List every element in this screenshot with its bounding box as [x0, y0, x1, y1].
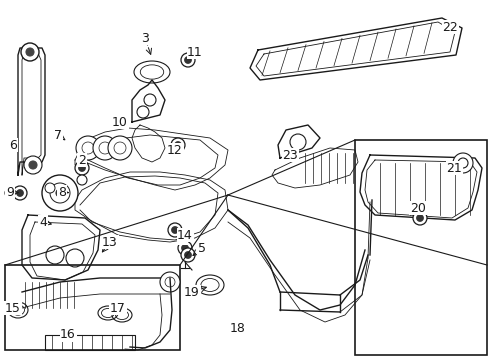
Circle shape: [26, 48, 34, 56]
Circle shape: [164, 277, 175, 287]
Text: 20: 20: [409, 202, 425, 215]
Circle shape: [143, 94, 156, 106]
Circle shape: [29, 161, 37, 169]
Circle shape: [5, 188, 15, 198]
Circle shape: [21, 43, 39, 61]
Circle shape: [24, 156, 42, 174]
Circle shape: [178, 241, 192, 255]
Circle shape: [412, 211, 426, 225]
Text: 18: 18: [229, 321, 245, 334]
Text: 23: 23: [282, 149, 297, 162]
Text: 10: 10: [112, 116, 128, 129]
Circle shape: [160, 272, 180, 292]
Text: 8: 8: [58, 185, 66, 198]
Circle shape: [181, 248, 195, 262]
Circle shape: [452, 153, 472, 173]
Text: 14: 14: [177, 229, 192, 242]
Circle shape: [50, 183, 70, 203]
Text: 21: 21: [445, 162, 461, 175]
Circle shape: [108, 136, 132, 160]
Circle shape: [457, 158, 467, 168]
Text: 7: 7: [54, 129, 62, 141]
Circle shape: [76, 136, 100, 160]
Text: 12: 12: [167, 144, 183, 157]
Circle shape: [168, 223, 182, 237]
Circle shape: [171, 226, 178, 234]
Circle shape: [174, 141, 181, 149]
Text: 5: 5: [198, 242, 205, 255]
Circle shape: [56, 189, 64, 197]
Text: 1: 1: [179, 231, 186, 244]
Text: 2: 2: [78, 153, 86, 166]
Circle shape: [416, 215, 423, 221]
Circle shape: [171, 138, 184, 152]
Circle shape: [93, 136, 117, 160]
Circle shape: [289, 134, 305, 150]
Circle shape: [99, 142, 111, 154]
Circle shape: [137, 106, 149, 118]
Circle shape: [114, 142, 126, 154]
Circle shape: [82, 142, 94, 154]
Bar: [354, 140, 486, 355]
Circle shape: [181, 244, 188, 252]
Circle shape: [17, 189, 23, 197]
Circle shape: [184, 57, 191, 63]
Circle shape: [75, 161, 89, 175]
Bar: [5, 265, 180, 350]
Text: 11: 11: [187, 45, 203, 59]
Circle shape: [13, 186, 27, 200]
Circle shape: [79, 165, 85, 171]
Text: 17: 17: [110, 302, 126, 315]
Circle shape: [46, 246, 64, 264]
Text: 4: 4: [39, 216, 47, 229]
Circle shape: [42, 175, 78, 211]
Text: 9: 9: [6, 185, 14, 198]
Circle shape: [181, 53, 195, 67]
Circle shape: [45, 183, 55, 193]
Text: 3: 3: [141, 32, 149, 45]
Bar: [45, 335, 135, 350]
Text: 6: 6: [9, 139, 17, 152]
Text: 15: 15: [5, 302, 21, 315]
Text: 19: 19: [184, 285, 200, 298]
Circle shape: [77, 175, 87, 185]
Circle shape: [184, 252, 191, 258]
Text: 13: 13: [102, 235, 118, 248]
Text: 16: 16: [60, 328, 76, 342]
Text: 22: 22: [441, 21, 457, 33]
Circle shape: [66, 249, 84, 267]
